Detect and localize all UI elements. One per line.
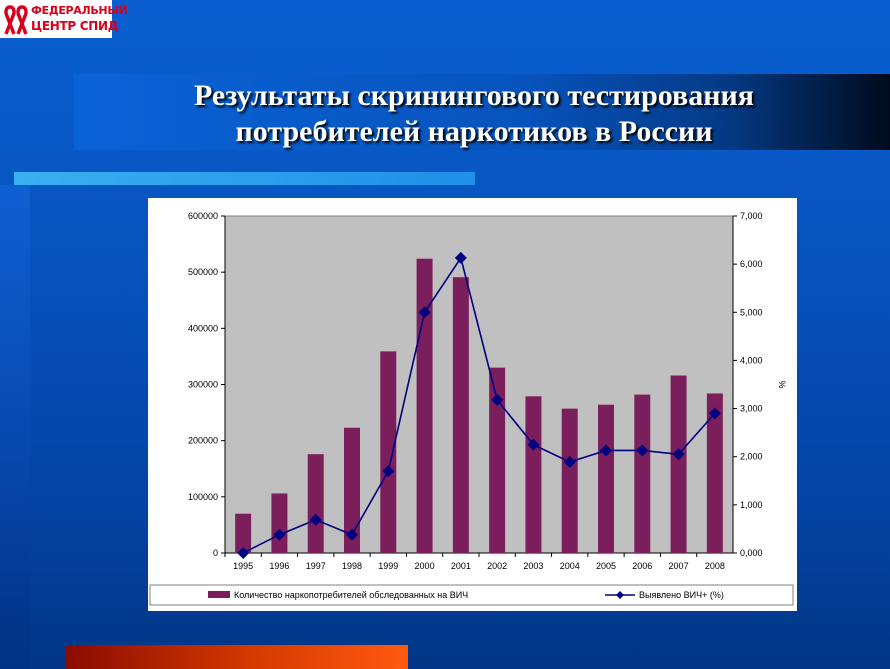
logo: ФЕДЕРАЛЬНЫЙ ЦЕНТР СПИД bbox=[0, 0, 128, 38]
line-point bbox=[418, 306, 431, 319]
logo-text-line1: ФЕДЕРАЛЬНЫЙ bbox=[31, 4, 128, 17]
y-right-tick-label: 1,000 bbox=[740, 500, 763, 510]
y-left-tick-label: 600000 bbox=[188, 211, 218, 221]
bar bbox=[634, 394, 651, 553]
line-series bbox=[242, 255, 716, 554]
line-point bbox=[346, 528, 358, 541]
line-point bbox=[237, 547, 250, 559]
y-right-tick-label: 3,000 bbox=[740, 404, 763, 414]
line-point bbox=[708, 407, 721, 420]
x-tick-label: 2002 bbox=[487, 561, 507, 571]
x-tick-label: 1999 bbox=[378, 561, 398, 571]
y-left-tick-label: 200000 bbox=[188, 436, 218, 446]
slide-title-line1: Результаты скринингового тестирования bbox=[193, 79, 755, 112]
legend-bar-label: Количество наркопотребителей обследованн… bbox=[234, 590, 468, 600]
line-point bbox=[563, 456, 576, 469]
line-point bbox=[382, 465, 395, 478]
line-point bbox=[636, 444, 649, 457]
y-left-tick-label: 500000 bbox=[188, 267, 218, 277]
bar bbox=[489, 367, 506, 553]
bar bbox=[380, 351, 397, 553]
legend-bar-swatch bbox=[208, 591, 230, 598]
slide-title: Результаты скринингового тестирования по… bbox=[74, 78, 874, 150]
x-tick-label: 1998 bbox=[342, 561, 362, 571]
bar bbox=[235, 513, 252, 553]
plot-area bbox=[224, 215, 734, 554]
bar bbox=[452, 277, 469, 553]
y-right-tick-label: 7,000 bbox=[740, 211, 763, 221]
y-right-axis-label: % bbox=[777, 380, 787, 388]
y-right-tick-label: 6,000 bbox=[740, 259, 763, 269]
x-tick-label: 2001 bbox=[451, 561, 471, 571]
bar bbox=[598, 404, 614, 553]
y-left-tick-label: 100000 bbox=[188, 492, 218, 502]
bottom-decoration-bar bbox=[66, 645, 408, 669]
legend-line-label: Выявлено ВИЧ+ (%) bbox=[639, 590, 724, 600]
x-tick-label: 2008 bbox=[705, 561, 725, 571]
x-tick-label: 1996 bbox=[269, 561, 289, 571]
bar bbox=[307, 454, 324, 553]
y-right-tick-label: 2,000 bbox=[740, 452, 763, 462]
line-point bbox=[491, 393, 504, 406]
title-bar bbox=[74, 74, 890, 150]
line-point bbox=[273, 528, 286, 541]
x-tick-label: 2007 bbox=[669, 561, 689, 571]
line-point bbox=[309, 513, 322, 526]
combo-chart: 0 100000 200000 300000 400000 500000 600000 0,0… bbox=[149, 211, 794, 606]
legend-line-marker bbox=[616, 591, 624, 599]
bar bbox=[271, 493, 288, 553]
aids-ribbon-icon bbox=[4, 5, 28, 35]
bar bbox=[561, 408, 578, 553]
logo-text-line2: ЦЕНТР СПИД bbox=[31, 19, 119, 33]
y-right-tick-label: 0,000 bbox=[740, 548, 763, 558]
line-point bbox=[600, 444, 612, 457]
y-left-tick-label: 300000 bbox=[188, 380, 218, 390]
line-point bbox=[454, 251, 467, 264]
x-tick-label: 2003 bbox=[523, 561, 543, 571]
bar bbox=[670, 375, 687, 553]
legend bbox=[149, 584, 794, 606]
x-tick-label: 2000 bbox=[415, 561, 435, 571]
line-point bbox=[672, 448, 685, 461]
bar bbox=[525, 396, 542, 553]
y-right-tick-label: 4,000 bbox=[740, 355, 763, 365]
accent-bar bbox=[14, 172, 475, 185]
slide-title-line2: потребителей наркотиков в России bbox=[235, 115, 713, 148]
line-point bbox=[527, 438, 540, 451]
x-tick-label: 1997 bbox=[306, 561, 326, 571]
bar bbox=[706, 393, 723, 553]
chart-container: 0 100000 200000 300000 400000 500000 600000 0,0… bbox=[148, 198, 797, 611]
x-tick-label: 2006 bbox=[632, 561, 652, 571]
x-tick-label: 1995 bbox=[233, 561, 253, 571]
x-tick-label: 2004 bbox=[560, 561, 580, 571]
y-right-tick-label: 5,000 bbox=[740, 307, 763, 317]
x-tick-label: 2005 bbox=[596, 561, 616, 571]
y-left-tick-label: 400000 bbox=[188, 323, 218, 333]
left-decoration bbox=[0, 185, 30, 669]
bar bbox=[344, 427, 360, 553]
y-left-tick-label: 0 bbox=[213, 548, 218, 558]
